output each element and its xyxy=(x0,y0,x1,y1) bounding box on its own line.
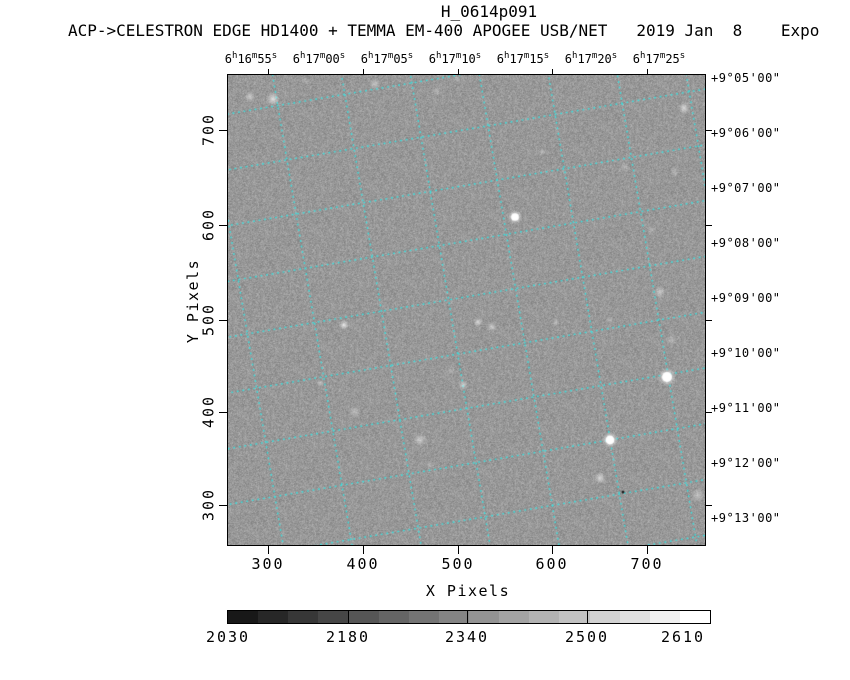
x-axis-top-tick-mark xyxy=(268,69,269,75)
colorbar-step xyxy=(679,611,710,623)
colorbar-step xyxy=(378,611,409,623)
dec-tick-label: +9°11'00" xyxy=(711,401,781,415)
colorbar-value-label: 2030 xyxy=(205,628,251,646)
y-axis-tick-mark xyxy=(219,130,228,131)
x-axis-tick-mark xyxy=(647,545,648,554)
colorbar-step xyxy=(408,611,439,623)
colorbar-step xyxy=(499,611,530,623)
observation-info-line: ACP->CELESTRON EDGE HD1400 + TEMMA EM-40… xyxy=(68,21,820,40)
y-axis-right-tick-mark xyxy=(705,505,712,506)
y-axis-title: Y Pixels xyxy=(184,258,202,344)
colorbar-step xyxy=(438,611,469,623)
y-tick-label: 500 xyxy=(199,302,218,337)
x-tick-label: 400 xyxy=(346,555,380,573)
colorbar-step xyxy=(228,611,259,623)
colorbar-step xyxy=(348,611,379,623)
colorbar-divider xyxy=(467,611,468,623)
colorbar-step xyxy=(649,611,680,623)
dec-tick-label: +9°06'00" xyxy=(711,126,781,140)
ra-tick-label: 6h17m25s xyxy=(632,51,686,66)
colorbar-value-label: 2500 xyxy=(564,628,610,646)
dec-tick-label: +9°13'00" xyxy=(711,511,781,525)
y-axis-right-tick-mark xyxy=(705,320,712,321)
ra-tick-label: 6h17m20s xyxy=(564,51,618,66)
x-axis-top-tick-mark xyxy=(552,69,553,75)
y-axis-tick-mark xyxy=(219,412,228,413)
x-axis-tick-mark xyxy=(552,545,553,554)
colorbar-step xyxy=(318,611,349,623)
colorbar-divider xyxy=(348,611,349,623)
x-tick-label: 500 xyxy=(441,555,475,573)
colorbar-step xyxy=(258,611,289,623)
ra-tick-label: 6h17m05s xyxy=(360,51,414,66)
ra-tick-label: 6h16m55s xyxy=(224,51,278,66)
x-tick-label: 700 xyxy=(630,555,664,573)
x-axis-top-tick-mark xyxy=(363,69,364,75)
dec-tick-label: +9°05'00" xyxy=(711,71,781,85)
dec-tick-label: +9°08'00" xyxy=(711,236,781,250)
y-tick-label: 700 xyxy=(199,112,218,147)
y-tick-label: 300 xyxy=(199,487,218,522)
dec-tick-label: +9°09'00" xyxy=(711,291,781,305)
y-axis-right-tick-mark xyxy=(705,412,712,413)
colorbar-step xyxy=(619,611,650,623)
colorbar-step xyxy=(469,611,500,623)
x-axis-top-tick-mark xyxy=(458,69,459,75)
colorbar-step xyxy=(529,611,560,623)
y-axis-right-tick-mark xyxy=(705,130,712,131)
y-tick-label: 400 xyxy=(199,394,218,429)
colorbar xyxy=(227,610,711,624)
dec-tick-label: +9°10'00" xyxy=(711,346,781,360)
colorbar-step xyxy=(559,611,590,623)
dec-tick-label: +9°12'00" xyxy=(711,456,781,470)
y-axis-tick-mark xyxy=(219,505,228,506)
colorbar-divider xyxy=(587,611,588,623)
colorbar-value-label: 2610 xyxy=(660,628,706,646)
plot-frame xyxy=(227,74,706,546)
colorbar-step xyxy=(288,611,319,623)
ra-tick-label: 6h17m10s xyxy=(428,51,482,66)
colorbar-value-label: 2340 xyxy=(444,628,490,646)
dec-tick-label: +9°07'00" xyxy=(711,181,781,195)
y-axis-tick-mark xyxy=(219,225,228,226)
x-axis-tick-mark xyxy=(458,545,459,554)
y-axis-tick-mark xyxy=(219,320,228,321)
colorbar-value-label: 2180 xyxy=(325,628,371,646)
x-axis-title: X Pixels xyxy=(425,582,511,600)
ra-tick-label: 6h17m00s xyxy=(292,51,346,66)
plot-title: H_0614p091 xyxy=(440,2,538,21)
star-field-image xyxy=(228,75,705,545)
y-axis-right-tick-mark xyxy=(705,225,712,226)
x-tick-label: 300 xyxy=(251,555,285,573)
x-axis-top-tick-mark xyxy=(647,69,648,75)
x-axis-tick-mark xyxy=(268,545,269,554)
y-tick-label: 600 xyxy=(199,207,218,242)
x-axis-tick-mark xyxy=(363,545,364,554)
x-tick-label: 600 xyxy=(535,555,569,573)
ra-tick-label: 6h17m15s xyxy=(496,51,550,66)
colorbar-step xyxy=(589,611,620,623)
